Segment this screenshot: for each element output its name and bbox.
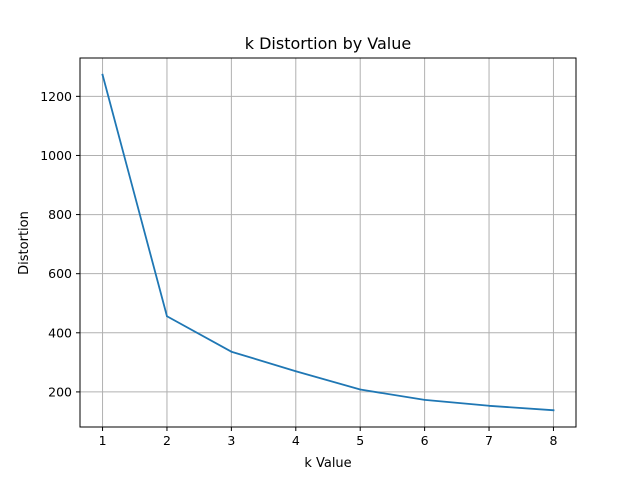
data-point bbox=[552, 409, 555, 412]
data-point bbox=[294, 370, 297, 373]
x-tick-label: 5 bbox=[356, 433, 364, 448]
grid bbox=[80, 58, 576, 427]
data-point bbox=[359, 388, 362, 391]
data-point bbox=[101, 73, 104, 76]
x-axis-label: k Value bbox=[304, 456, 351, 471]
x-tick-label: 7 bbox=[485, 433, 493, 448]
y-tick-label: 1000 bbox=[40, 148, 72, 163]
plot-area-frame bbox=[79, 57, 577, 428]
axis-ticks: 1 2 3 4 5 6 7 8 200 400 600 800 1000 1200 bbox=[40, 89, 557, 448]
series-line bbox=[101, 73, 555, 412]
data-point bbox=[423, 398, 426, 401]
x-tick-label: 6 bbox=[421, 433, 429, 448]
series-layer bbox=[101, 73, 555, 412]
x-tick-label: 4 bbox=[292, 433, 300, 448]
y-tick-label: 1200 bbox=[40, 89, 72, 104]
data-point bbox=[166, 315, 168, 318]
y-tick-label: 400 bbox=[48, 325, 72, 340]
x-tick-label: 1 bbox=[99, 433, 107, 448]
y-tick-label: 600 bbox=[48, 266, 72, 281]
x-tick-label: 3 bbox=[227, 433, 235, 448]
x-tick-label: 2 bbox=[163, 433, 171, 448]
y-tick-label: 200 bbox=[48, 384, 72, 399]
x-tick-label: 8 bbox=[549, 433, 557, 448]
data-point bbox=[488, 404, 490, 407]
chart-title: k Distortion by Value bbox=[245, 34, 411, 53]
y-axis-label: Distortion bbox=[17, 211, 32, 275]
data-point bbox=[230, 350, 233, 353]
y-tick-label: 800 bbox=[48, 207, 72, 222]
